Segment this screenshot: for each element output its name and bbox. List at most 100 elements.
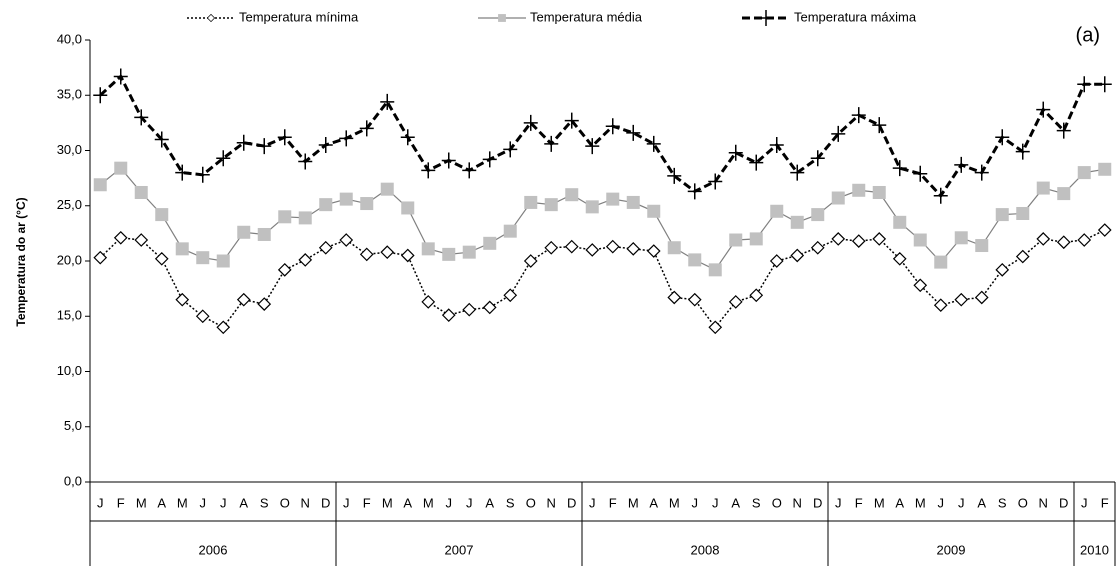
marker: [769, 136, 784, 153]
x-tick-label: J: [446, 495, 453, 510]
x-tick-label: A: [895, 495, 904, 510]
x-tick-label: A: [731, 495, 740, 510]
marker: [913, 233, 927, 247]
marker: [113, 230, 128, 245]
x-tick-label: O: [772, 495, 782, 510]
marker: [1036, 101, 1051, 118]
marker: [995, 129, 1010, 146]
marker: [503, 288, 518, 303]
x-tick-label: S: [998, 495, 1007, 510]
marker: [318, 240, 333, 255]
y-tick-label: 10,0: [57, 363, 82, 378]
x-tick-label: J: [343, 495, 350, 510]
marker: [667, 167, 682, 184]
y-tick-label: 15,0: [57, 308, 82, 323]
marker: [544, 135, 559, 152]
x-tick-label: M: [669, 495, 680, 510]
marker: [687, 183, 702, 200]
x-tick-label: J: [958, 495, 965, 510]
x-tick-label: F: [1101, 495, 1109, 510]
marker: [544, 240, 559, 255]
marker: [975, 239, 989, 253]
marker: [462, 162, 477, 179]
x-tick-label: M: [628, 495, 639, 510]
y-tick-label: 25,0: [57, 197, 82, 212]
x-tick-label: A: [649, 495, 658, 510]
marker: [667, 290, 682, 305]
marker: [523, 254, 538, 268]
marker: [298, 253, 313, 267]
marker: [359, 120, 374, 137]
x-group-label: 2007: [445, 542, 474, 557]
marker: [934, 255, 948, 269]
marker: [380, 182, 394, 196]
marker: [462, 302, 477, 317]
marker: [278, 210, 292, 224]
marker: [605, 239, 620, 254]
marker: [708, 173, 723, 190]
legend-label: Temperatura mínima: [239, 9, 359, 24]
marker: [298, 153, 313, 170]
x-tick-label: J: [1081, 495, 1088, 510]
marker: [564, 112, 579, 129]
marker: [442, 247, 456, 261]
x-tick-label: A: [977, 495, 986, 510]
marker: [790, 164, 805, 181]
marker: [995, 262, 1010, 277]
x-group-label: 2006: [199, 542, 228, 557]
x-tick-label: J: [692, 495, 699, 510]
marker: [319, 198, 333, 212]
marker: [1016, 206, 1030, 220]
marker: [400, 248, 415, 263]
marker: [585, 138, 600, 155]
marker: [216, 320, 231, 335]
legend-marker: [206, 13, 216, 23]
marker: [482, 151, 497, 168]
x-tick-label: J: [589, 495, 596, 510]
marker: [667, 241, 681, 255]
x-tick-label: O: [1018, 495, 1028, 510]
x-tick-label: A: [485, 495, 494, 510]
marker: [974, 290, 989, 305]
marker: [421, 162, 436, 179]
x-tick-label: J: [220, 495, 227, 510]
x-tick-label: J: [835, 495, 842, 510]
marker: [626, 124, 641, 141]
marker: [872, 232, 887, 246]
x-tick-label: O: [280, 495, 290, 510]
marker: [708, 263, 722, 277]
marker: [892, 160, 907, 177]
marker: [872, 185, 886, 199]
x-tick-label: A: [239, 495, 248, 510]
marker: [749, 288, 764, 303]
marker: [503, 141, 518, 158]
marker: [687, 292, 702, 307]
marker: [626, 241, 641, 256]
marker: [113, 68, 128, 85]
marker: [154, 251, 169, 266]
x-tick-label: A: [403, 495, 412, 510]
marker: [647, 204, 661, 218]
marker: [216, 150, 231, 167]
x-tick-label: D: [1059, 495, 1068, 510]
marker: [257, 227, 271, 241]
marker: [933, 298, 948, 313]
marker: [749, 232, 763, 246]
x-tick-label: J: [938, 495, 945, 510]
marker: [1036, 232, 1051, 246]
y-tick-label: 40,0: [57, 31, 82, 46]
series-line: [99, 74, 1105, 199]
x-tick-label: M: [136, 495, 147, 510]
marker: [441, 152, 456, 169]
marker: [483, 236, 497, 250]
marker: [1098, 162, 1112, 176]
marker: [954, 292, 969, 307]
marker: [729, 233, 743, 247]
x-tick-label: M: [423, 495, 434, 510]
y-tick-label: 30,0: [57, 142, 82, 157]
marker: [769, 254, 784, 268]
marker: [1057, 187, 1071, 201]
marker: [257, 138, 272, 155]
x-tick-label: S: [752, 495, 761, 510]
x-tick-label: N: [301, 495, 310, 510]
